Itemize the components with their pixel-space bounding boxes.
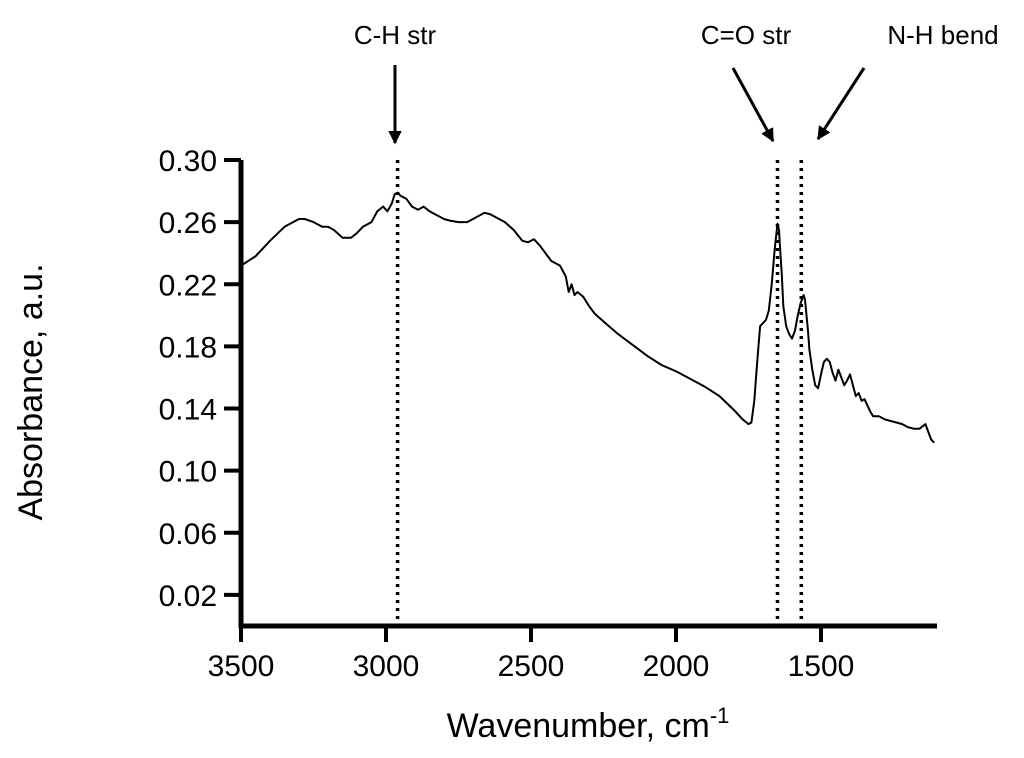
y-axis-title: Absorbance, a.u.	[12, 263, 50, 520]
annotation-label-ch-str: C-H str	[354, 20, 437, 50]
x-axis-title: Wavenumber, cm-1	[447, 703, 730, 745]
annotations: C-H str C=O str N-H bend	[354, 20, 999, 623]
y-tick-label: 0.02	[159, 580, 217, 613]
x-tick-label: 3000	[353, 650, 420, 683]
x-axis-title-text: Wavenumber, cm	[447, 707, 710, 745]
annotation-label-co-str: C=O str	[701, 20, 792, 50]
x-tick-label: 3500	[208, 650, 275, 683]
y-tick-label: 0.22	[159, 269, 217, 302]
y-tick-label: 0.14	[159, 394, 217, 427]
annotation-label-nh-bend: N-H bend	[887, 20, 998, 50]
y-tick-label: 0.10	[159, 456, 217, 489]
arrow-co-str	[731, 67, 775, 143]
plot-area	[240, 191, 935, 444]
x-tick-label: 1500	[788, 650, 855, 683]
spectrum-line	[240, 191, 935, 444]
x-tick-label: 2500	[498, 650, 565, 683]
y-tick-label: 0.06	[159, 518, 217, 551]
x-tick-label: 2000	[643, 650, 710, 683]
x-axis-title-superscript: -1	[710, 703, 730, 728]
y-tick-label: 0.26	[159, 207, 217, 240]
y-tick-label: 0.30	[159, 145, 217, 178]
y-tick-label: 0.18	[159, 331, 217, 364]
arrow-nh-bend	[816, 67, 866, 141]
axes: 0.02 0.06 0.10 0.14 0.18 0.22 0.26 0.30 3500 3000…	[159, 145, 937, 683]
